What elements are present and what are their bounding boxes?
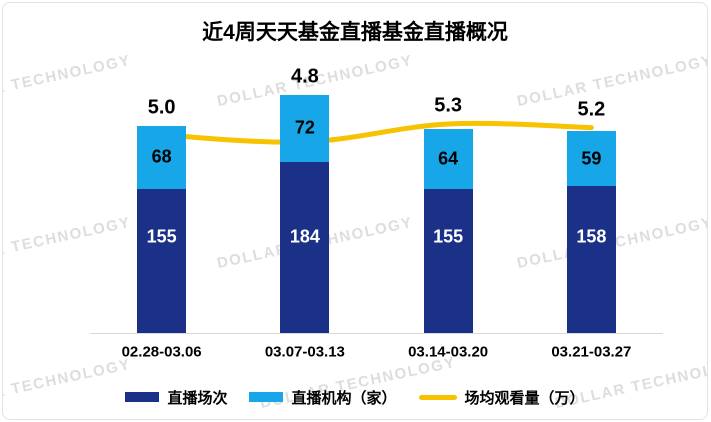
legend: 直播场次 直播机构（家） 场均观看量（万）: [3, 386, 707, 408]
views-value-label: 5.0: [147, 96, 176, 119]
orgs-bar-segment: [280, 94, 330, 162]
category-label: 03.14-03.20: [408, 343, 489, 361]
legend-item: 直播机构（家）: [249, 387, 397, 408]
sessions-value-label: 158: [576, 226, 607, 247]
x-axis-line: [90, 333, 663, 334]
orgs-value-label: 68: [151, 146, 172, 167]
legend-item: 直播场次: [125, 387, 227, 408]
sessions-bar-segment: [566, 186, 616, 333]
orgs-bar-segment: [137, 125, 187, 189]
sessions-bar-segment: [280, 161, 330, 333]
orgs-bar-segment: [423, 129, 473, 189]
legend-label: 直播场次: [167, 389, 228, 407]
views-line-path: [159, 120, 594, 145]
plot-area: 155 68 5.0 02.28-03.06 184 72 4.8 03.07-03.13 15…: [3, 3, 707, 419]
orgs-value-label: 72: [294, 117, 315, 138]
legend-item: 场均观看量（万）: [418, 387, 585, 408]
legend-bar-swatch: [249, 392, 284, 402]
legend-line-swatch: [418, 394, 457, 400]
views-value-label: 4.8: [290, 65, 319, 88]
sessions-bar-segment: [137, 188, 187, 333]
orgs-value-label: 64: [438, 148, 459, 169]
sessions-value-label: 155: [146, 226, 177, 247]
views-value-label: 5.2: [577, 98, 606, 121]
views-value-label: 5.3: [434, 94, 463, 117]
legend-bar-swatch: [125, 392, 160, 402]
legend-label: 直播机构（家）: [291, 389, 397, 407]
category-label: 03.07-03.13: [264, 343, 345, 361]
orgs-value-label: 59: [581, 148, 602, 169]
sessions-value-label: 184: [289, 226, 320, 247]
category-label: 03.21-03.27: [551, 343, 632, 361]
orgs-bar-segment: [566, 131, 616, 187]
category-label: 02.28-03.06: [121, 343, 202, 361]
sessions-bar-segment: [423, 188, 473, 333]
chart-title: 近4周天天基金直播基金直播概况: [202, 21, 508, 44]
legend-label: 场均观看量（万）: [464, 389, 585, 407]
sessions-value-label: 155: [433, 226, 464, 247]
